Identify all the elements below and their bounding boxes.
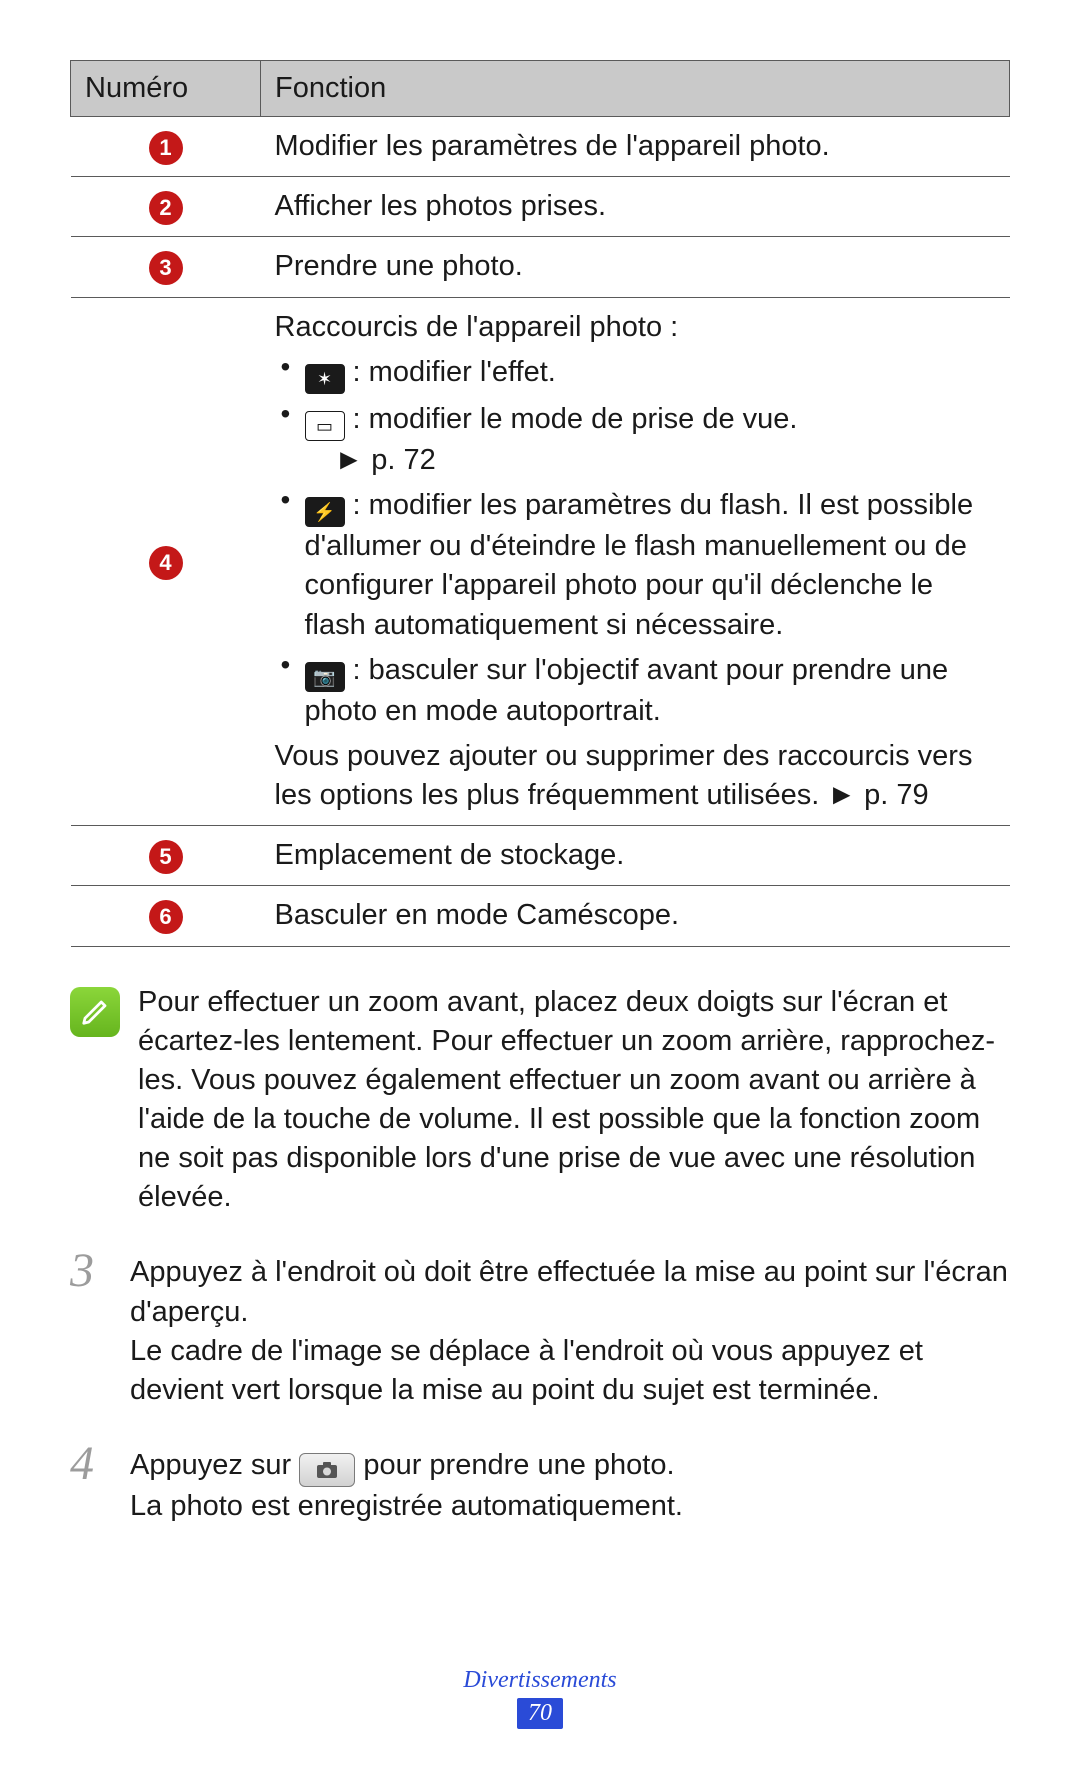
note-block: Pour effectuer un zoom avant, placez deu…	[70, 983, 1010, 1218]
manual-page: Numéro Fonction 1 Modifier les paramètre…	[0, 0, 1080, 1771]
row-number-badge: 6	[149, 900, 183, 934]
row-function-text: Modifier les paramètres de l'appareil ph…	[261, 117, 1010, 177]
table-header-row: Numéro Fonction	[71, 61, 1010, 117]
table-row: 5 Emplacement de stockage.	[71, 826, 1010, 886]
step-text-line: La photo est enregistrée automatiquement…	[130, 1487, 1010, 1526]
footer-page-number: 70	[517, 1698, 563, 1729]
shortcut-text: : modifier le mode de prise de vue.	[345, 403, 798, 435]
step-number: 3	[70, 1247, 110, 1410]
shortcut-item-effect: ✶ : modifier l'effet.	[275, 353, 996, 394]
shortcut-text: : modifier les paramètres du flash. Il e…	[305, 489, 974, 640]
front-camera-icon: 📷	[305, 662, 345, 692]
row-number-badge: 2	[149, 191, 183, 225]
table-row: 6 Basculer en mode Caméscope.	[71, 886, 1010, 946]
row-number-badge: 3	[149, 251, 183, 285]
step-text-line: Le cadre de l'image se déplace à l'endro…	[130, 1332, 1010, 1410]
header-number: Numéro	[71, 61, 261, 117]
shortcut-text: : basculer sur l'objectif avant pour pre…	[305, 654, 949, 727]
table-row: 2 Afficher les photos prises.	[71, 177, 1010, 237]
table-row-shortcuts: 4 Raccourcis de l'appareil photo : ✶ : m…	[71, 297, 1010, 826]
page-reference: ► p. 72	[305, 441, 996, 480]
shooting-mode-icon: ▭	[305, 411, 345, 441]
footer-category: Divertissements	[0, 1667, 1080, 1694]
effect-icon: ✶	[305, 364, 345, 394]
row-function-text: Afficher les photos prises.	[261, 177, 1010, 237]
row-number-badge: 4	[149, 546, 183, 580]
row-function-text: Prendre une photo.	[261, 237, 1010, 297]
shortcut-item-selfie: 📷 : basculer sur l'objectif avant pour p…	[275, 651, 996, 731]
step-text-after: pour prendre une photo.	[363, 1449, 674, 1481]
shortcuts-outro: Vous pouvez ajouter ou supprimer des rac…	[275, 737, 996, 815]
shortcut-item-mode: ▭ : modifier le mode de prise de vue. ► …	[275, 400, 996, 480]
row-function-text: Basculer en mode Caméscope.	[261, 886, 1010, 946]
page-footer: Divertissements 70	[0, 1667, 1080, 1729]
shortcuts-intro: Raccourcis de l'appareil photo :	[275, 308, 996, 347]
step-text-before: Appuyez sur	[130, 1449, 299, 1481]
table-row: 1 Modifier les paramètres de l'appareil …	[71, 117, 1010, 177]
step-body: Appuyez sur pour prendre une photo. La p…	[130, 1440, 1010, 1526]
step-text-line: Appuyez sur pour prendre une photo.	[130, 1446, 1010, 1487]
shortcut-item-flash: ⚡ : modifier les paramètres du flash. Il…	[275, 486, 996, 645]
step-text-line: Appuyez à l'endroit où doit être effectu…	[130, 1253, 1010, 1331]
note-icon	[70, 987, 120, 1037]
header-function: Fonction	[261, 61, 1010, 117]
shortcuts-cell: Raccourcis de l'appareil photo : ✶ : mod…	[261, 297, 1010, 826]
shortcut-text: : modifier l'effet.	[345, 356, 556, 388]
camera-shutter-icon	[299, 1453, 355, 1487]
row-function-text: Emplacement de stockage.	[261, 826, 1010, 886]
step-4: 4 Appuyez sur pour prendre une photo. La…	[70, 1440, 1010, 1526]
step-3: 3 Appuyez à l'endroit où doit être effec…	[70, 1247, 1010, 1410]
note-text: Pour effectuer un zoom avant, placez deu…	[138, 983, 1010, 1218]
row-number-badge: 1	[149, 131, 183, 165]
step-body: Appuyez à l'endroit où doit être effectu…	[130, 1247, 1010, 1410]
table-row: 3 Prendre une photo.	[71, 237, 1010, 297]
function-table: Numéro Fonction 1 Modifier les paramètre…	[70, 60, 1010, 947]
step-number: 4	[70, 1440, 110, 1526]
row-number-badge: 5	[149, 840, 183, 874]
flash-icon: ⚡	[305, 497, 345, 527]
shortcut-list: ✶ : modifier l'effet. ▭ : modifier le mo…	[275, 353, 996, 731]
